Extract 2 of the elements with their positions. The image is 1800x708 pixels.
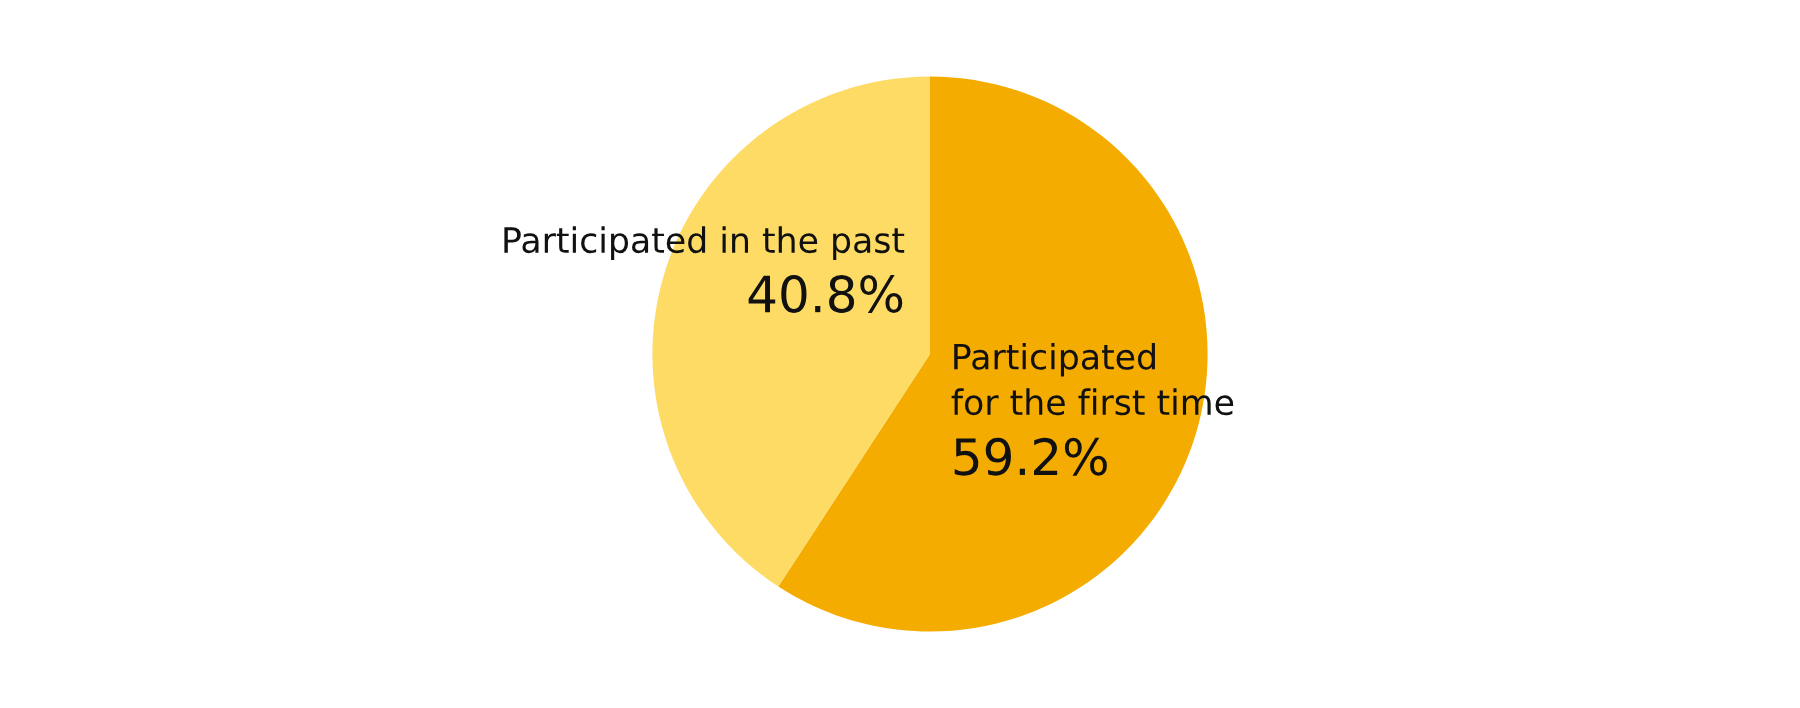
data-label: 59.2% <box>954 437 1107 476</box>
data-label: 40.8% <box>748 275 903 313</box>
